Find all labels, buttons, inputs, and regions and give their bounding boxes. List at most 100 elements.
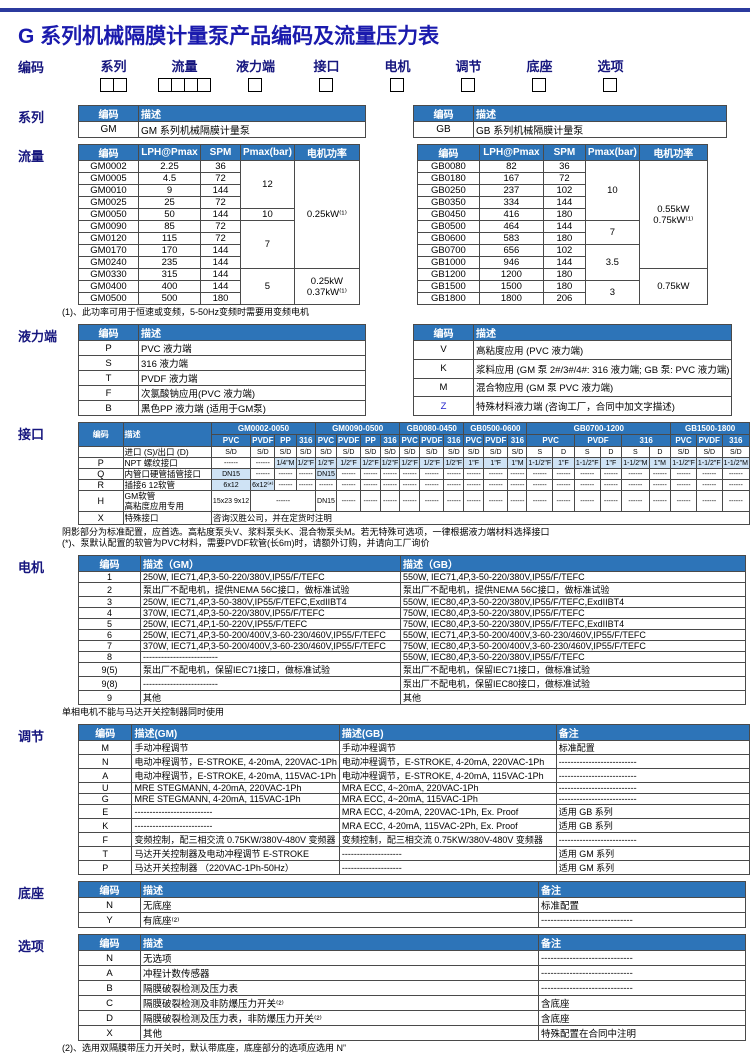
table-cell: GM软管 高粘度应用专用	[122, 490, 212, 512]
table-cell: GM0240	[78, 256, 139, 269]
table-cell: 167	[478, 172, 544, 185]
code-box	[603, 78, 617, 92]
table-cell: 5	[78, 618, 141, 630]
table-cell: GB 系列机械隔膜计量泵	[473, 121, 727, 138]
table-cell: 1/2"F	[360, 457, 381, 469]
table-cell: GB1500	[416, 280, 480, 293]
table-cell: 泵出厂不配电机，提供NEMA 56C接口，做标准试验	[400, 582, 746, 597]
table-cell: 1-1/2"F	[670, 457, 697, 469]
table-cell: B	[78, 980, 141, 996]
table-row: GM0400 400 144	[78, 280, 360, 293]
table-cell: 含底座	[538, 1010, 746, 1026]
table-cell: 370W, IEC71,4P,3-50-200/400V,3-60-230/46…	[140, 640, 401, 652]
table-cell: 泵出厂不配电机，保留IEC71接口，做标准试验	[140, 662, 401, 677]
table-row: 6 250W, IEC71,4P,3-50-200/400V,3-60-230/4…	[78, 629, 746, 641]
material-header: PP	[274, 434, 297, 447]
section-interface: 接口 编码 描述 GM0002-0050 GM0090-0500 GB0080-0450…	[0, 422, 750, 549]
table-cell: H	[78, 490, 124, 512]
table-row: P NPT 螺纹接口 ------ ------ 1/4"M 1/2"F 1/2"F 1/2"…	[78, 457, 750, 469]
column-header: Pmax(bar)	[240, 144, 295, 161]
table-cell: GB0450	[416, 208, 480, 221]
table-cell: PVDF 液力端	[138, 370, 366, 386]
table-cell: 适用 GB 系列	[555, 818, 750, 833]
column-header: SPM	[542, 144, 586, 161]
table-cell: 180	[542, 280, 586, 293]
material-header: PVC	[463, 434, 485, 447]
table-cell: 583	[478, 232, 544, 245]
table-cell: 1/2"F	[379, 457, 401, 469]
table-cell: 946	[478, 256, 544, 269]
table-cell: 变频控制，配三相交流 0.75KW/380V-480V 变频器	[131, 832, 340, 847]
material-header: 316	[379, 434, 401, 447]
table-row: D 隔膜破裂检测及压力表，非防爆压力开关⁽²⁾ 含底座	[78, 1010, 746, 1026]
table-cell: 170	[138, 244, 201, 257]
table-cell: 1-1/2"F	[526, 457, 554, 469]
table-cell: 1500	[478, 280, 544, 293]
table-cell: 隔膜破裂检测及非防爆压力开关⁽²⁾	[140, 995, 539, 1011]
table-cell: NPT 螺纹接口	[122, 457, 212, 469]
table-cell: ------	[695, 490, 723, 512]
table-cell: P	[78, 340, 139, 356]
series-table-gb: 编码 描述 GB GB 系列机械隔膜计量泵	[413, 105, 727, 138]
table-row: GB0600 583 180	[416, 232, 707, 245]
flow-table-gb: 编码 LPH@Pmax SPM Pmax(bar) 电机功率 GB0080 82 36 10 0.…	[416, 144, 708, 305]
material-header: PVDF	[419, 434, 445, 447]
table-cell: M	[77, 740, 133, 755]
table-cell: 1"F	[552, 457, 575, 469]
table-cell: Q	[78, 468, 124, 480]
table-row: GM0170 170 144	[78, 244, 360, 257]
table-cell: 无底座	[140, 897, 539, 913]
table-cell: ------	[335, 490, 362, 512]
table-cell: ------	[573, 468, 601, 480]
table-cell: D	[552, 446, 575, 458]
adjust-table: 编码 描述(GM) 描述(GB) 备注 M 手动冲程调节 手动冲程调节 标准配置 N 电动冲程调节…	[77, 724, 750, 875]
table-cell: 85	[138, 220, 201, 233]
table-cell: 其他	[140, 690, 401, 705]
pump-range-header: GM0002-0050	[210, 422, 317, 435]
table-row: GB0350 334 144	[416, 196, 707, 209]
material-header: 316	[507, 434, 528, 447]
column-header: 编码	[78, 934, 141, 951]
table-row: A 冲程计数传感器 -----------------------------	[78, 965, 746, 981]
table-cell: 无选项	[140, 950, 539, 966]
table-cell: ------	[526, 468, 554, 480]
table-cell: K	[413, 358, 474, 379]
column-header: 描述	[140, 934, 539, 951]
table-row: E -------------------------- MRA ECC, 4-20…	[77, 804, 750, 819]
coding-boxes	[575, 78, 646, 96]
table-cell: MRE STEGMANN, 4-20mA, 220VAC-1Ph	[131, 782, 340, 794]
flow-footnote: (1)、此功率可用于恒速或变频，5-50Hz变频时需要用变频电机	[62, 307, 310, 317]
table-cell: GM0120	[78, 232, 139, 245]
table-cell: ------	[695, 468, 723, 480]
table-cell: ------	[573, 479, 601, 491]
coding-field-label: 底座	[526, 59, 553, 74]
table-cell: ------	[670, 479, 697, 491]
table-cell: ------	[443, 468, 465, 480]
table-cell: 82	[478, 160, 544, 173]
code-box	[112, 78, 127, 92]
table-cell: S	[526, 446, 554, 458]
table-cell: 250W, IEC71,4P,3-50-200/400V,3-60-230/46…	[140, 629, 401, 641]
table-cell: D	[648, 446, 672, 458]
table-cell: GM	[78, 121, 139, 138]
table-cell: 手动冲程调节	[338, 740, 557, 755]
table-cell: 6x12	[210, 479, 252, 491]
table-cell: ------	[419, 468, 445, 480]
coding-field-label: 电机	[384, 59, 411, 74]
column-header: 描述	[472, 324, 733, 341]
table-cell: 315	[138, 268, 201, 281]
table-cell: 1"F	[599, 457, 623, 469]
table-row: N 无底座 标准配置	[78, 897, 746, 913]
coding-field: 底座	[504, 56, 575, 96]
table-cell: 1/2"F	[443, 457, 465, 469]
column-header: 备注	[555, 724, 750, 741]
table-cell: 4	[78, 607, 141, 619]
table-cell: 8	[78, 651, 141, 663]
table-cell: ------	[335, 479, 362, 491]
table-cell: 1"M	[507, 457, 528, 469]
code-box	[319, 78, 333, 92]
interface-note-1: 阴影部分为标准配置，应首选。高粘度泵头V、浆料泵头K、混合物泵头M。若无特殊可选…	[62, 527, 550, 537]
table-cell: 550W, IEC71,4P,3-50-200/400V,3-60-230/46…	[400, 629, 746, 641]
table-cell: 72	[200, 232, 241, 245]
table-cell: S/D	[315, 446, 337, 458]
